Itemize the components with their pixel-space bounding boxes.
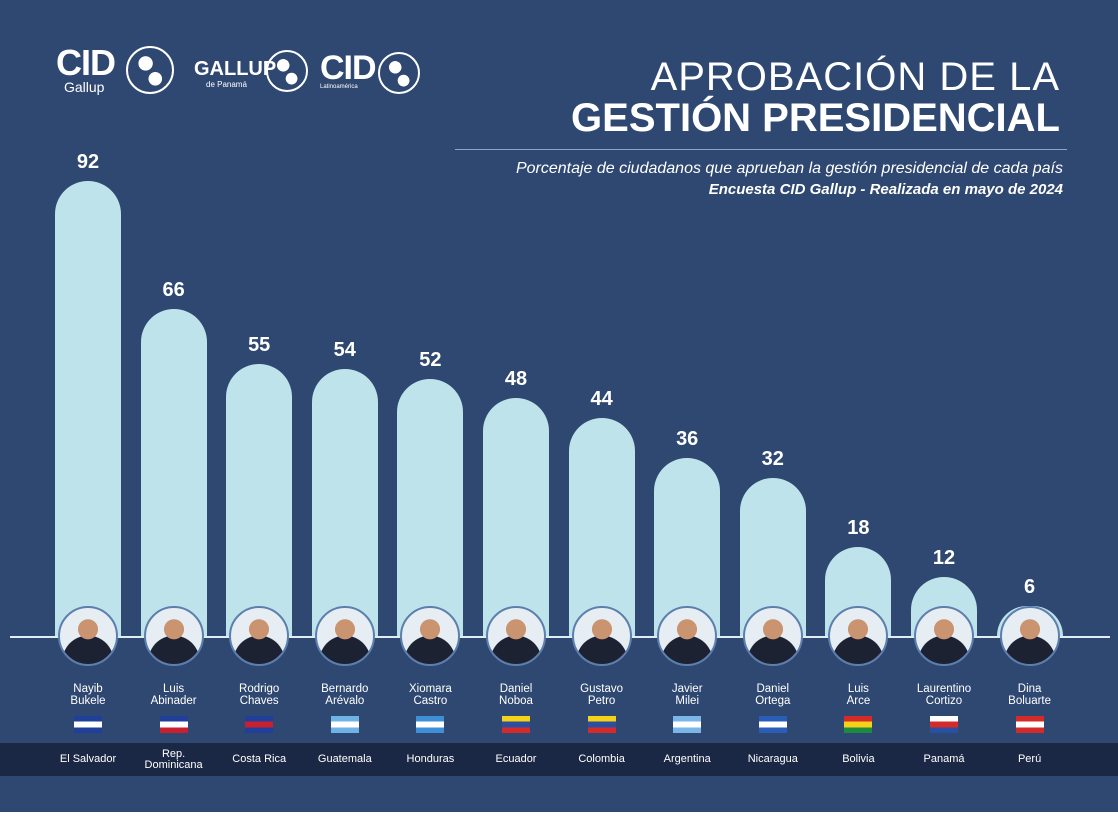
president-photo	[229, 606, 290, 666]
president-photo	[143, 606, 204, 666]
data-label: 52	[419, 348, 442, 371]
president-name: Gustavo Petro	[580, 683, 623, 707]
chart-title-line1: APROBACIÓN DE LA	[650, 55, 1060, 99]
data-label: 12	[932, 546, 956, 569]
president-name: Daniel Ortega	[755, 683, 791, 707]
country-name: Argentina	[663, 753, 711, 765]
logo-text: GALLUP	[194, 58, 277, 80]
data-label: 66	[162, 279, 185, 302]
chart-source: Encuesta CID Gallup - Realizada en mayo …	[708, 181, 1063, 198]
country-name: Panamá	[923, 753, 965, 765]
country-name: Perú	[1017, 753, 1042, 765]
bar	[311, 368, 378, 636]
data-label: 48	[504, 368, 528, 391]
president-photo	[999, 606, 1060, 666]
country-name: Nicaragua	[747, 753, 798, 765]
president-photo	[742, 606, 803, 666]
country-name: Bolivia	[842, 753, 875, 765]
bar	[55, 180, 121, 636]
data-label: 55	[248, 333, 271, 356]
globe-icon	[378, 52, 420, 94]
logo-subtext: Gallup	[64, 79, 105, 95]
data-label: 44	[590, 388, 613, 411]
chart-subtitle: Porcentaje de ciudadanos que aprueban la…	[515, 160, 1063, 177]
president-name: Luis Abinader	[150, 683, 197, 707]
globe-icon	[266, 50, 308, 92]
country-name: Guatemala	[317, 753, 372, 765]
president-name: Xiomara Castro	[408, 683, 452, 707]
flag-icon	[502, 716, 530, 733]
logo-text: CID	[56, 42, 116, 83]
president-name: Javier Milei	[671, 683, 703, 707]
president-photo	[571, 606, 632, 666]
globe-icon	[126, 46, 174, 94]
flag-icon	[587, 716, 616, 733]
flag-icon	[930, 716, 958, 733]
president-photo	[314, 606, 375, 666]
flag-icon	[330, 716, 359, 733]
country-band	[0, 743, 1118, 776]
bar	[568, 418, 635, 636]
logo-subtext: Latinoamérica	[320, 84, 358, 90]
flag-icon	[844, 716, 873, 733]
flag-icon	[673, 716, 702, 733]
president-name: Laurentino Cortizo	[916, 683, 972, 707]
data-label: 54	[333, 338, 356, 361]
logo-cid-latinoamerica: CID Latinoamérica	[320, 49, 420, 94]
country-name: Rep. Dominicana	[144, 748, 203, 771]
bar	[226, 363, 293, 636]
president-photo	[657, 606, 718, 666]
logo-subtext: de Panamá	[206, 80, 247, 89]
title-divider	[455, 149, 1067, 150]
bar	[483, 398, 549, 636]
president-photo	[400, 606, 461, 666]
president-name: Daniel Noboa	[499, 683, 533, 707]
data-label: 32	[761, 447, 784, 470]
president-name: Rodrigo Chaves	[239, 683, 280, 707]
country-name: Ecuador	[495, 753, 537, 765]
chart-title-line2: GESTIÓN PRESIDENCIAL	[571, 96, 1060, 140]
president-name: Bernardo Arévalo	[321, 683, 369, 707]
flag-icon	[74, 716, 102, 733]
flag-icon	[1015, 716, 1044, 733]
data-label: 92	[76, 150, 100, 173]
flag-icon	[416, 716, 445, 733]
logo-cid-gallup: CID Gallup	[56, 42, 174, 95]
president-photo	[486, 606, 546, 666]
bar	[140, 309, 207, 636]
baseline	[10, 636, 1110, 638]
president-name: Luis Arce	[846, 683, 871, 707]
president-photo	[914, 606, 974, 666]
president-photo	[58, 606, 118, 666]
flag-icon	[758, 716, 787, 733]
president-name: Nayib Bukele	[70, 683, 106, 707]
flag-icon	[159, 716, 188, 733]
logo-gallup-panama: GALLUP de Panamá	[194, 50, 308, 92]
flag-icon	[245, 716, 274, 733]
data-label: 6	[1024, 576, 1036, 598]
logo-text: CID	[320, 49, 377, 87]
president-photo	[828, 606, 889, 666]
president-name: Dina Boluarte	[1008, 683, 1052, 707]
country-name: El Salvador	[59, 753, 117, 765]
country-name: Colombia	[578, 753, 625, 765]
bar	[397, 378, 464, 636]
country-name: Honduras	[406, 753, 455, 765]
country-name: Costa Rica	[232, 753, 287, 765]
data-label: 18	[847, 516, 870, 539]
data-label: 36	[676, 427, 699, 450]
